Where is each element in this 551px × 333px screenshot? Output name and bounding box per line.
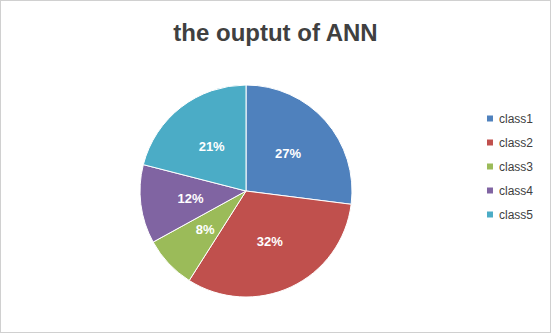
svg-text:class2: class2 xyxy=(499,136,533,150)
svg-text:8%: 8% xyxy=(196,222,215,237)
svg-text:class1: class1 xyxy=(499,112,533,126)
svg-text:27%: 27% xyxy=(275,146,301,161)
svg-text:the ouptut of ANN: the ouptut of ANN xyxy=(173,19,377,46)
svg-text:21%: 21% xyxy=(199,139,225,154)
svg-text:class5: class5 xyxy=(499,208,533,222)
svg-text:32%: 32% xyxy=(257,234,283,249)
svg-text:class3: class3 xyxy=(499,160,533,174)
svg-text:12%: 12% xyxy=(177,191,203,206)
svg-text:class4: class4 xyxy=(499,184,533,198)
